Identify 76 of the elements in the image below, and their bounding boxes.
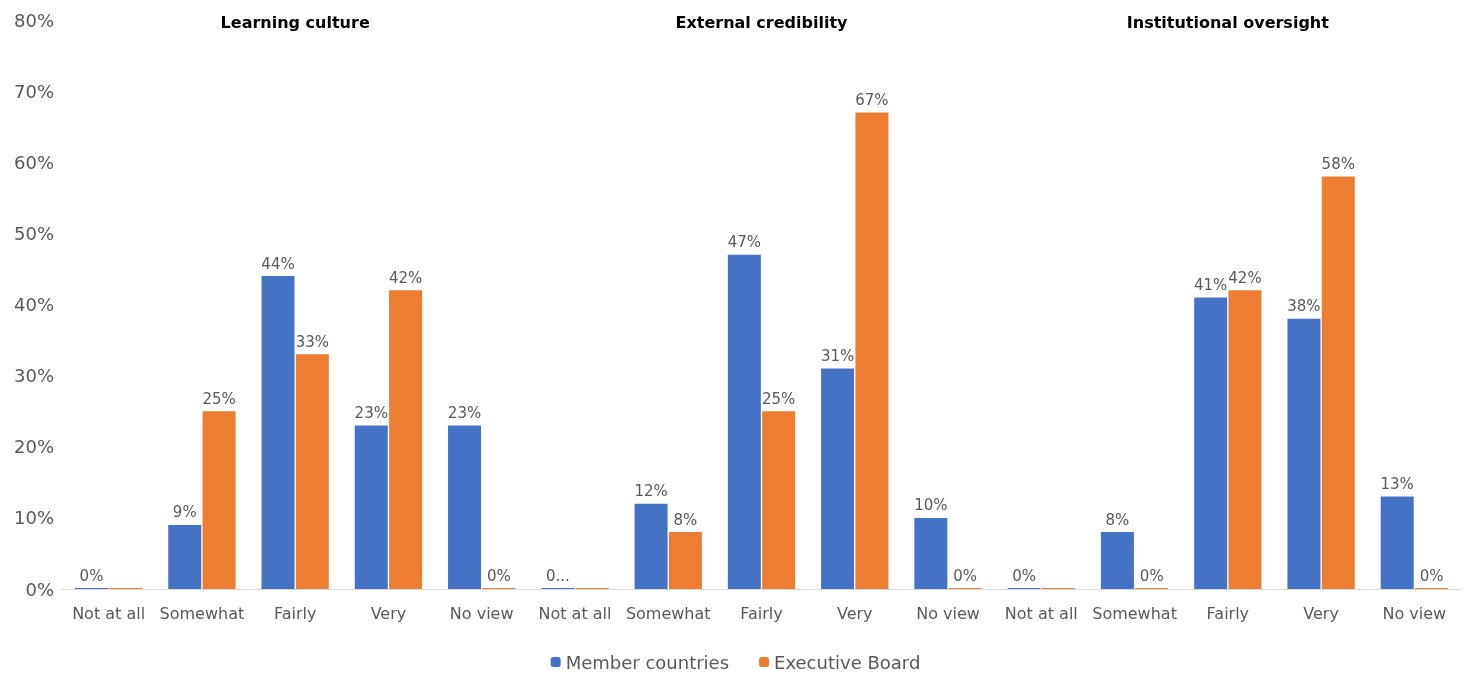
annotation: Learning culture <box>220 12 370 32</box>
bar <box>1380 496 1414 589</box>
y-tick-label: 0% <box>25 578 54 600</box>
data-label: 23% <box>354 403 388 422</box>
data-label: 0% <box>1139 566 1164 585</box>
x-tick-label: Not at all <box>1004 603 1078 623</box>
data-label: 47% <box>727 233 762 252</box>
x-tick-label: Very <box>1303 603 1339 623</box>
data-label: 42% <box>1228 268 1262 287</box>
bar <box>1194 297 1228 589</box>
annotation: Institutional oversight <box>1126 12 1330 32</box>
data-label: 0... <box>545 566 570 585</box>
bar <box>1321 176 1355 589</box>
bar <box>1287 318 1321 589</box>
y-tick-label: 20% <box>13 436 54 458</box>
data-label: 0% <box>1419 566 1444 585</box>
x-tick-label: Fairly <box>740 603 783 623</box>
data-label: 31% <box>820 347 855 366</box>
bar <box>295 354 329 589</box>
x-tick-label: Fairly <box>273 603 317 623</box>
bar <box>855 112 889 589</box>
data-label: 10% <box>914 496 948 515</box>
x-tick-label: Somewhat <box>1092 603 1177 623</box>
y-tick-label: 80% <box>13 9 54 31</box>
bar <box>762 411 796 589</box>
x-tick-label: No view <box>449 603 514 623</box>
bar <box>821 368 855 589</box>
bar <box>634 503 668 589</box>
data-label: 58% <box>1321 154 1355 173</box>
y-tick-label: 30% <box>13 365 54 387</box>
x-tick-label: No view <box>1382 603 1447 623</box>
x-tick-label: Very <box>370 603 407 623</box>
legend-label: Executive Board <box>774 651 921 673</box>
data-label: 0% <box>1012 566 1037 585</box>
bar <box>1100 532 1134 589</box>
x-tick-label: Somewhat <box>159 603 245 623</box>
bar <box>914 517 948 589</box>
data-label: 0% <box>486 566 511 585</box>
bar <box>448 425 482 589</box>
x-tick-label: Not at all <box>538 603 612 623</box>
bar <box>389 290 423 589</box>
data-label: 38% <box>1287 297 1321 316</box>
data-label: 44% <box>261 254 295 273</box>
data-label: 67% <box>855 90 889 109</box>
y-tick-label: 40% <box>13 294 54 315</box>
y-tick-label: 10% <box>13 507 54 529</box>
data-label: 13% <box>1380 475 1414 494</box>
data-label: 23% <box>447 403 482 422</box>
bar <box>354 425 388 589</box>
annotation: External credibility <box>675 12 849 32</box>
data-label: 8% <box>1105 510 1130 529</box>
bar <box>727 254 761 589</box>
data-label: 33% <box>295 332 329 351</box>
data-label: 42% <box>388 268 423 287</box>
data-label: 8% <box>673 510 698 529</box>
y-tick-label: 50% <box>13 222 54 244</box>
x-tick-label: Fairly <box>1206 603 1250 623</box>
data-label: 9% <box>172 503 197 522</box>
bar <box>668 532 702 589</box>
y-tick-label: 70% <box>13 80 54 102</box>
data-label: 0% <box>79 566 104 585</box>
bar <box>261 276 295 589</box>
bar <box>1228 290 1262 589</box>
data-label: 25% <box>202 389 236 408</box>
y-tick-label: 60% <box>13 151 54 173</box>
x-tick-label: Very <box>836 603 873 623</box>
legend-label: Member countries <box>565 651 730 673</box>
data-label: 12% <box>634 482 668 501</box>
x-tick-label: Not at all <box>72 603 146 623</box>
bar <box>202 411 236 589</box>
x-tick-label: Somewhat <box>625 603 711 623</box>
data-label: 0% <box>953 566 978 585</box>
data-label: 25% <box>761 389 796 408</box>
bar <box>168 524 202 589</box>
x-tick-label: No view <box>916 603 980 623</box>
data-label: 41% <box>1194 275 1228 294</box>
